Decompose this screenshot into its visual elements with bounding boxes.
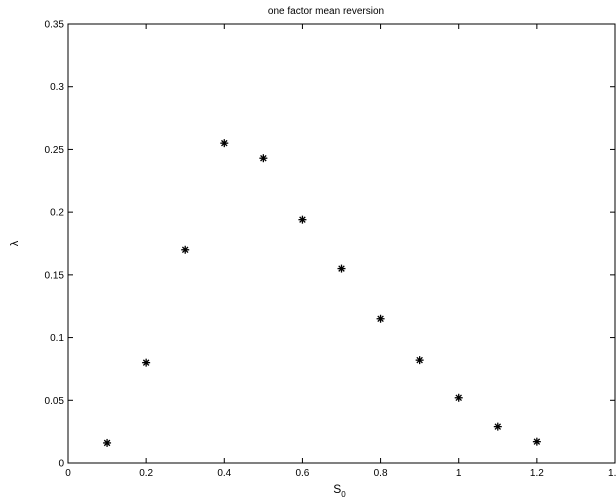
data-point: [455, 394, 463, 402]
data-point: [533, 438, 541, 446]
y-tick-label: 0.35: [45, 20, 65, 31]
x-tick-label: 0.8: [374, 468, 388, 479]
x-tick-label: 0: [65, 468, 71, 479]
y-tick-label: 0.25: [45, 145, 65, 156]
x-axis-label-main: S: [333, 482, 341, 496]
x-tick-label: 0.2: [139, 468, 153, 479]
x-tick-label: 0.4: [217, 468, 231, 479]
data-point: [494, 423, 502, 431]
chart-title: one factor mean reversion: [268, 6, 384, 17]
y-tick-label: 0.1: [50, 333, 64, 344]
y-tick-label: 0: [58, 459, 64, 470]
x-tick-label: 0.6: [295, 468, 309, 479]
data-point: [142, 359, 150, 367]
y-axis-label: λ: [9, 240, 21, 246]
y-tick-label: 0.15: [45, 270, 65, 281]
y-tick-label: 0.05: [45, 396, 65, 407]
data-point: [416, 356, 424, 364]
x-tick-label: 1.4: [608, 468, 616, 479]
data-point: [259, 154, 267, 162]
data-point: [338, 265, 346, 273]
x-tick-label: 1: [456, 468, 462, 479]
data-point: [377, 315, 385, 323]
x-tick-label: 1.2: [530, 468, 544, 479]
y-tick-label: 0.2: [50, 208, 64, 219]
y-tick-label: 0.3: [50, 82, 64, 93]
x-axis-label-subscript: 0: [341, 490, 346, 499]
